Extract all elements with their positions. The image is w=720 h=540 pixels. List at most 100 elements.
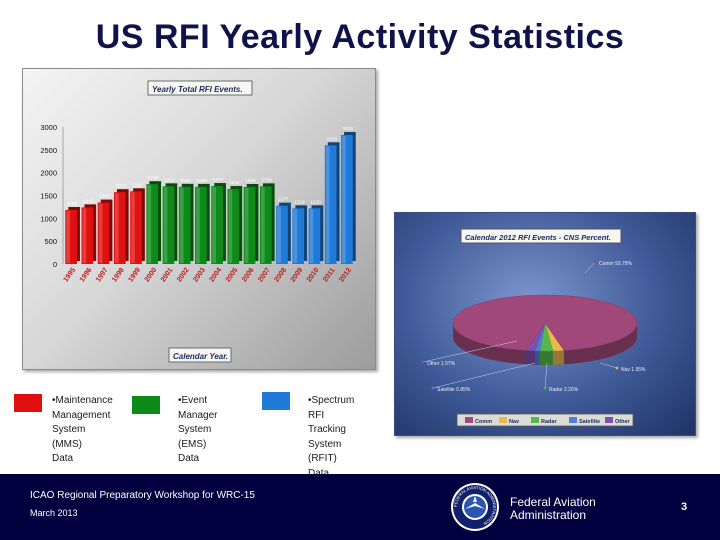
bar-highlight [212,187,217,263]
bar [81,207,94,264]
bar [211,186,223,264]
bar-highlight [82,208,87,263]
bar [130,191,142,264]
bar-highlight [98,203,103,263]
y-tick-label: 500 [44,237,57,246]
footer-date: March 2013 [30,508,78,518]
pie-legend-swatch [569,417,577,423]
x-tick-label: 2006 [241,267,256,284]
bar-highlight [66,211,71,263]
pie-chart-title: Calendar 2012 RFI Events - CNS Percent. [465,233,611,242]
bar-chart-svg: Yearly Total RFI Events. 0 500 1000 1500 2000… [40,80,356,363]
bar [97,202,110,264]
bar [341,134,353,264]
bar-value-label: 1219 [294,199,305,205]
bar-highlight [114,193,119,263]
pie-title-box [460,228,622,244]
pie-slice-label: Other 1.57% [427,361,456,367]
pie-slice-label: Comm 93.78% [599,261,633,267]
bar-value-label: 1700 [261,177,272,183]
bar-value-label: 1345 [99,194,110,200]
x-tick-label: 1999 [127,267,142,284]
x-tick-label: 2009 [290,267,305,284]
bar-highlight [277,206,281,263]
y-tick-label: 2500 [40,146,57,155]
pie-legend-label: Comm [475,419,492,425]
pie-slice-side [539,350,553,365]
x-tick-label: 2000 [144,267,159,284]
pie-label-dot [593,260,597,264]
bar-value-label: 1689 [197,178,208,184]
bar-value-label: 1690 [180,178,191,184]
bar-value-label: 1182 [67,201,78,207]
pie-chart-svg: Calendar 2012 RFI Events - CNS Percent. C… [421,228,646,427]
bar [65,210,77,264]
x-tick-label: 2005 [225,267,240,284]
pie-slice-label: Nav 1.95% [621,367,646,373]
pie-slice-label: Radar 2.26% [549,387,579,393]
bar [195,186,207,264]
bar-highlight [325,146,330,263]
ems-legend-text: •Event Manager System (EMS) Data [178,395,218,464]
pie-leader-line [422,340,518,363]
x-axis-label: Calendar Year. [173,352,228,361]
page-number: 3 [681,501,688,513]
bar-value-label: 1642 [229,180,240,186]
bar-value-label: 1573 [115,183,126,189]
faa-seal-icon: FEDERAL AVIATION ADMINISTRATION [451,483,499,531]
bar [162,186,175,264]
pie-leader-line [432,362,536,389]
bar [276,205,288,264]
bar-highlight [309,209,314,263]
x-tick-label: 2010 [306,267,321,284]
mms-legend-text: •Maintenance Management System (MMS) Dat… [52,395,113,464]
pie-label-dot [421,360,425,364]
bar-value-label: 1748 [148,175,159,181]
pie-legend-label: Other [615,419,631,425]
pie-legend-swatch [605,417,613,423]
ems-swatch [132,396,160,414]
bar-highlight [260,187,265,263]
x-tick-label: 2011 [322,267,337,284]
x-tick-label: 1997 [95,267,110,284]
bar [243,187,256,264]
y-tick-label: 1500 [40,192,57,201]
bar-value-label: 2599 [326,136,337,142]
agency-name: Federal Aviation Administration [510,495,596,522]
pie-leader-line [544,362,548,389]
bar-value-label: 1240 [83,198,94,204]
bar [178,186,191,264]
pie-slice-side [526,350,535,365]
pie-label-dot [543,386,547,390]
pie-slice [452,294,638,351]
y-tick-label: 1000 [40,214,57,223]
bar-value-label: 1701 [164,177,175,183]
bar-value-label: 1220 [310,199,321,205]
rfit-legend-text: •Spectrum RFI Tracking System (RFIT) Dat… [308,395,355,479]
mms-swatch [14,394,42,412]
bar-value-label: 1592 [132,182,143,188]
pie-leader-line [599,362,618,369]
yearly-rfi-bar-chart: Yearly Total RFI Events. 0 500 1000 1500 2000… [22,68,376,370]
bar-highlight [228,190,233,263]
pie-slice-side [552,350,564,365]
pie-slice-side [563,323,637,365]
pie-legend-label: Nav [509,419,520,425]
pie-label-dot [615,366,619,370]
x-tick-label: 2012 [338,267,353,284]
x-tick-label: 2003 [192,267,207,284]
bar [324,145,337,264]
bar [146,184,159,264]
slide-title: US RFI Yearly Activity Statistics [95,18,625,56]
pie-label-dot [431,386,435,390]
x-tick-label: 2002 [176,267,191,284]
bar [227,189,240,264]
bar-highlight [342,135,346,263]
bar-highlight [131,192,135,263]
cns-percent-pie-chart: Calendar 2012 RFI Events - CNS Percent. C… [394,212,696,436]
y-tick-label: 0 [53,260,57,269]
pie-slice-label: Satellite 0.85% [437,387,471,393]
bar-value-label: 1686 [245,178,256,184]
y-tick-label: 3000 [40,123,57,132]
x-tick-label: 1995 [63,267,78,284]
